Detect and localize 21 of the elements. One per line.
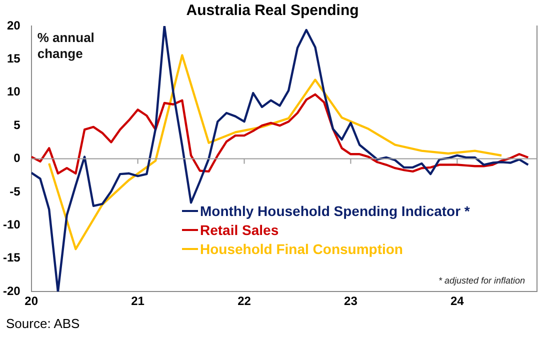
y-axis-title: % annual change bbox=[37, 30, 94, 62]
y-tick-label: 5 bbox=[14, 118, 21, 132]
y-tick-label: 20 bbox=[6, 18, 21, 32]
x-tick-label: 20 bbox=[24, 294, 38, 308]
y-tick-label: -10 bbox=[3, 218, 21, 232]
y-tick-label: -15 bbox=[3, 250, 21, 265]
source-note: Source: ABS bbox=[6, 316, 80, 331]
y-tick-label: -5 bbox=[10, 184, 21, 198]
x-tick-label: 22 bbox=[238, 294, 252, 308]
y-tick-label: 0 bbox=[14, 151, 21, 166]
y-tick-label: 15 bbox=[6, 52, 21, 66]
x-tick-label: 24 bbox=[450, 294, 464, 308]
y-tick-label: -20 bbox=[3, 284, 21, 298]
legend-label: Monthly Household Spending Indicator * bbox=[200, 203, 470, 219]
x-tick-label: 23 bbox=[344, 294, 358, 308]
chart-title: Australia Real Spending bbox=[186, 2, 359, 20]
legend-label: Retail Sales bbox=[200, 222, 279, 238]
y-tick-label: 10 bbox=[6, 84, 21, 99]
legend-label: Household Final Consumption bbox=[200, 241, 403, 257]
annotation: * adjusted for inflation bbox=[438, 276, 525, 286]
x-tick-label: 21 bbox=[131, 294, 145, 308]
